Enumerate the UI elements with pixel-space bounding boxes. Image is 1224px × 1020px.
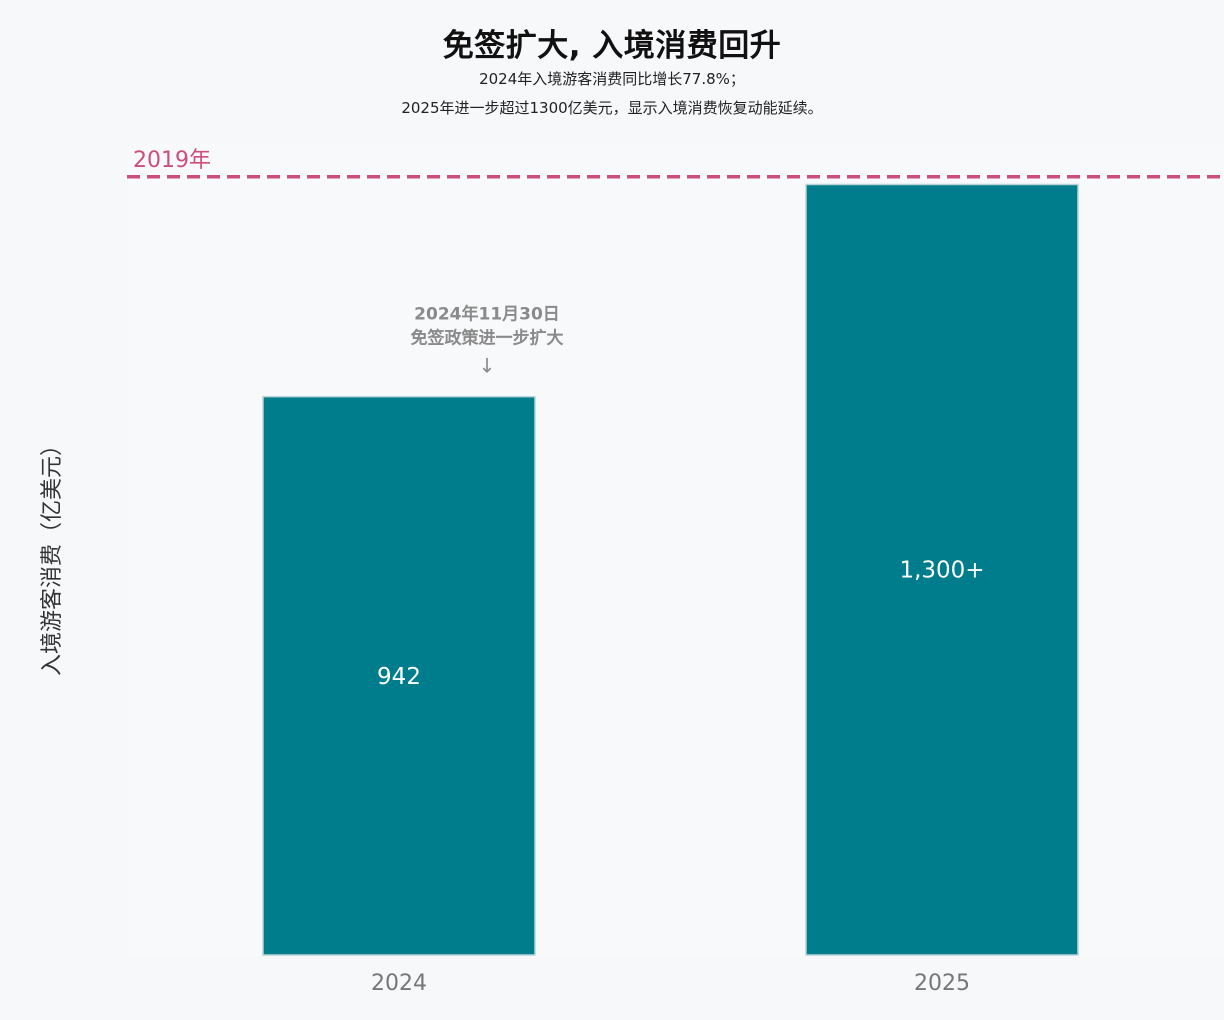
chart-subtitle-line-2: 2025年进一步超过1300亿美元，显示入境消费恢复动能延续。 [401, 99, 823, 117]
annotation-line-1: 2024年11月30日 [414, 304, 560, 325]
bar-value-label-2024: 942 [377, 664, 421, 690]
x-tick-label-2025: 2025 [914, 971, 970, 996]
bar-2024 [262, 395, 536, 956]
chart-subtitle-line-1: 2024年入境游客消费同比增长77.8%； [479, 70, 745, 88]
reference-line-label: 2019年 [133, 148, 211, 173]
bar-value-label-2025: 1,300+ [899, 558, 984, 584]
bar-2025 [805, 183, 1079, 956]
annotation-line-2: 免签政策进一步扩大 [411, 328, 564, 349]
annotation-arrow: ↓ [479, 354, 496, 378]
x-tick-label-2024: 2024 [371, 971, 427, 996]
chart-title: 免签扩大, 入境消费回升 [442, 28, 782, 64]
